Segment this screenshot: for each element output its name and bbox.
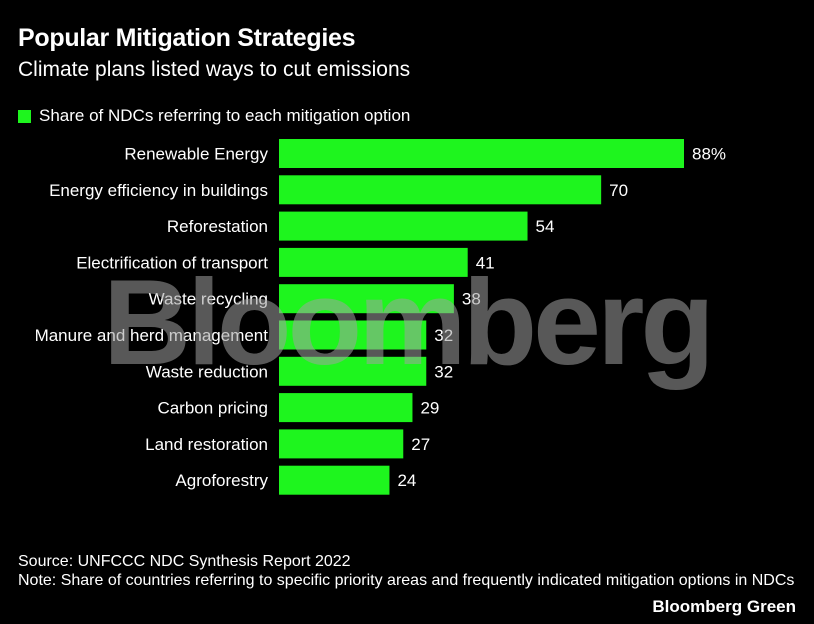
- legend: Share of NDCs referring to each mitigati…: [18, 106, 410, 126]
- category-label: Electrification of transport: [76, 253, 268, 272]
- legend-label: Share of NDCs referring to each mitigati…: [39, 106, 411, 125]
- data-label: 88%: [692, 145, 726, 164]
- data-label: 54: [536, 217, 555, 236]
- watermark: Bloomberg: [103, 254, 711, 390]
- bar: [279, 284, 454, 314]
- note-text: Note: Share of countries referring to sp…: [18, 572, 795, 589]
- bar: [279, 393, 413, 423]
- chart-subtitle: Climate plans listed ways to cut emissio…: [18, 58, 411, 81]
- chart-title: Popular Mitigation Strategies: [18, 24, 356, 52]
- data-label: 24: [397, 471, 416, 490]
- data-label: 70: [609, 181, 628, 200]
- category-label: Carbon pricing: [157, 399, 268, 418]
- data-label: 41: [476, 253, 495, 272]
- bar: [279, 320, 427, 350]
- category-label: Renewable Energy: [124, 145, 268, 164]
- brand-logo: Bloomberg Green: [652, 597, 796, 616]
- bar: [279, 175, 602, 205]
- data-label: 32: [434, 326, 453, 345]
- category-label: Agroforestry: [175, 471, 268, 490]
- data-label: 32: [434, 362, 453, 381]
- legend-swatch: [18, 109, 31, 123]
- data-label: 38: [462, 290, 481, 309]
- footnote: Source: UNFCCC NDC Synthesis Report 2022…: [18, 552, 808, 590]
- data-label: 27: [411, 435, 430, 454]
- category-label: Reforestation: [167, 217, 268, 236]
- source-text: Source: UNFCCC NDC Synthesis Report 2022: [18, 553, 351, 570]
- category-label: Energy efficiency in buildings: [49, 181, 268, 200]
- bar: [279, 247, 468, 277]
- bar: [279, 356, 427, 386]
- data-label: 29: [420, 399, 439, 418]
- category-label: Waste recycling: [149, 290, 268, 309]
- bar: [279, 429, 404, 459]
- category-label: Land restoration: [145, 435, 268, 454]
- category-label: Manure and herd management: [35, 326, 269, 345]
- category-label: Waste reduction: [146, 362, 268, 381]
- bar: [279, 211, 528, 241]
- bar: [279, 465, 390, 495]
- bar: [279, 139, 684, 168]
